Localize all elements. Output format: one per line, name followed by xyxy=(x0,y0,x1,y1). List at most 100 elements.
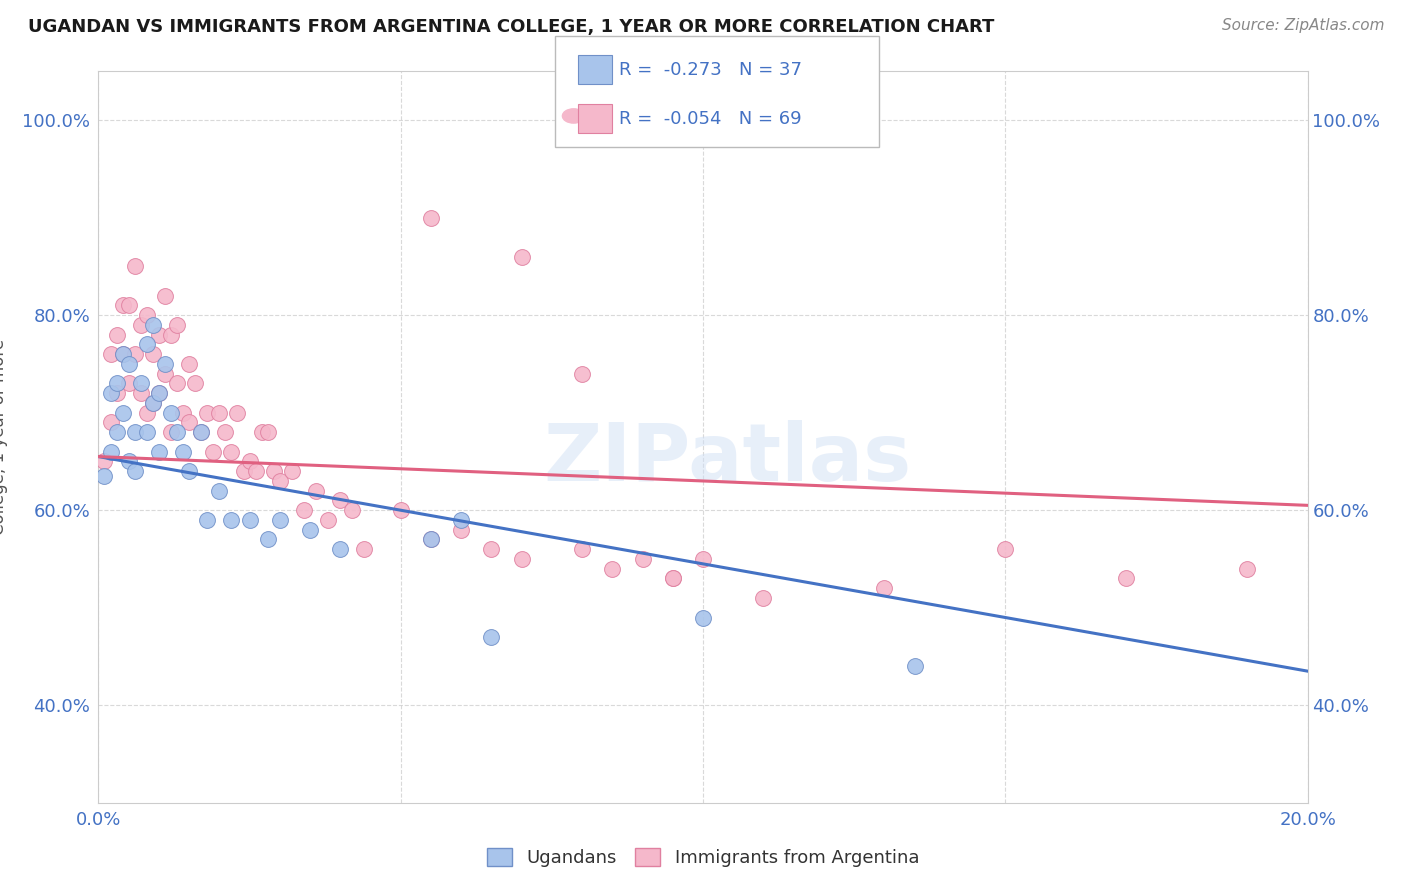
Point xyxy=(281,464,304,478)
Point xyxy=(239,513,262,527)
Y-axis label: College, 1 year or more: College, 1 year or more xyxy=(0,339,8,535)
Point xyxy=(153,288,176,302)
Text: Source: ZipAtlas.com: Source: ZipAtlas.com xyxy=(1222,18,1385,33)
Point xyxy=(135,337,157,351)
Point xyxy=(148,386,170,401)
Point xyxy=(245,464,267,478)
Point xyxy=(148,444,170,458)
Point xyxy=(299,523,322,537)
Point xyxy=(118,454,141,468)
Text: R =  -0.054   N = 69: R = -0.054 N = 69 xyxy=(619,110,801,128)
Point xyxy=(111,298,134,312)
Point xyxy=(571,367,593,381)
Point xyxy=(105,425,128,440)
Point xyxy=(124,464,146,478)
Point xyxy=(160,425,183,440)
Point xyxy=(342,503,364,517)
Point xyxy=(420,533,443,547)
Text: UGANDAN VS IMMIGRANTS FROM ARGENTINA COLLEGE, 1 YEAR OR MORE CORRELATION CHART: UGANDAN VS IMMIGRANTS FROM ARGENTINA COL… xyxy=(28,18,994,36)
Point xyxy=(510,552,533,566)
Point xyxy=(172,444,194,458)
Point xyxy=(105,376,128,391)
Point xyxy=(135,406,157,420)
Point xyxy=(172,406,194,420)
Point xyxy=(221,513,243,527)
Point xyxy=(602,562,624,576)
Point xyxy=(93,469,115,483)
Point xyxy=(129,318,152,332)
Point xyxy=(118,298,141,312)
Point xyxy=(129,376,152,391)
Point xyxy=(661,572,683,586)
Point xyxy=(129,386,152,401)
Point xyxy=(195,513,218,527)
Point xyxy=(142,396,165,410)
Point xyxy=(329,493,352,508)
Point xyxy=(105,386,128,401)
Point xyxy=(195,406,218,420)
Point xyxy=(179,464,201,478)
Point xyxy=(135,425,157,440)
Point xyxy=(1115,572,1137,586)
Point xyxy=(1236,562,1258,576)
Point xyxy=(100,416,122,430)
Legend: Ugandans, Immigrants from Argentina: Ugandans, Immigrants from Argentina xyxy=(479,841,927,874)
Point xyxy=(208,483,231,498)
Point xyxy=(179,416,201,430)
Point xyxy=(179,357,201,371)
Text: R =  -0.273   N = 37: R = -0.273 N = 37 xyxy=(619,61,801,78)
Point xyxy=(166,425,188,440)
Point xyxy=(269,513,291,527)
Point xyxy=(160,327,183,342)
Point xyxy=(481,542,503,557)
Point xyxy=(111,406,134,420)
Point xyxy=(100,386,122,401)
Point xyxy=(263,464,285,478)
Point xyxy=(118,376,141,391)
Point xyxy=(692,552,714,566)
Point xyxy=(166,376,188,391)
Point xyxy=(160,406,183,420)
Point xyxy=(904,659,927,673)
Point xyxy=(256,533,278,547)
Point xyxy=(752,591,775,605)
Point xyxy=(353,542,375,557)
Point xyxy=(184,376,207,391)
Point xyxy=(450,513,472,527)
Point xyxy=(571,542,593,557)
Point xyxy=(124,347,146,361)
Point xyxy=(661,572,683,586)
Point xyxy=(142,318,165,332)
Point xyxy=(292,503,315,517)
Point xyxy=(631,552,654,566)
Point xyxy=(256,425,278,440)
Point xyxy=(111,347,134,361)
Point xyxy=(118,357,141,371)
Point xyxy=(153,357,176,371)
Point xyxy=(329,542,352,557)
Point xyxy=(269,474,291,488)
Point xyxy=(190,425,212,440)
Text: ZIPatlas: ZIPatlas xyxy=(543,420,911,498)
Point xyxy=(124,425,146,440)
Point xyxy=(420,211,443,225)
Point xyxy=(214,425,236,440)
Point xyxy=(202,444,225,458)
Point xyxy=(148,327,170,342)
Point xyxy=(420,533,443,547)
Point xyxy=(873,581,896,595)
Point xyxy=(994,542,1017,557)
Point xyxy=(124,260,146,274)
Point xyxy=(316,513,339,527)
Point xyxy=(226,406,249,420)
Point xyxy=(450,523,472,537)
Point xyxy=(135,308,157,322)
Point xyxy=(93,454,115,468)
Point xyxy=(142,396,165,410)
Point xyxy=(100,347,122,361)
Point xyxy=(111,347,134,361)
Point xyxy=(153,367,176,381)
Point xyxy=(481,630,503,644)
Point xyxy=(190,425,212,440)
Point xyxy=(105,327,128,342)
